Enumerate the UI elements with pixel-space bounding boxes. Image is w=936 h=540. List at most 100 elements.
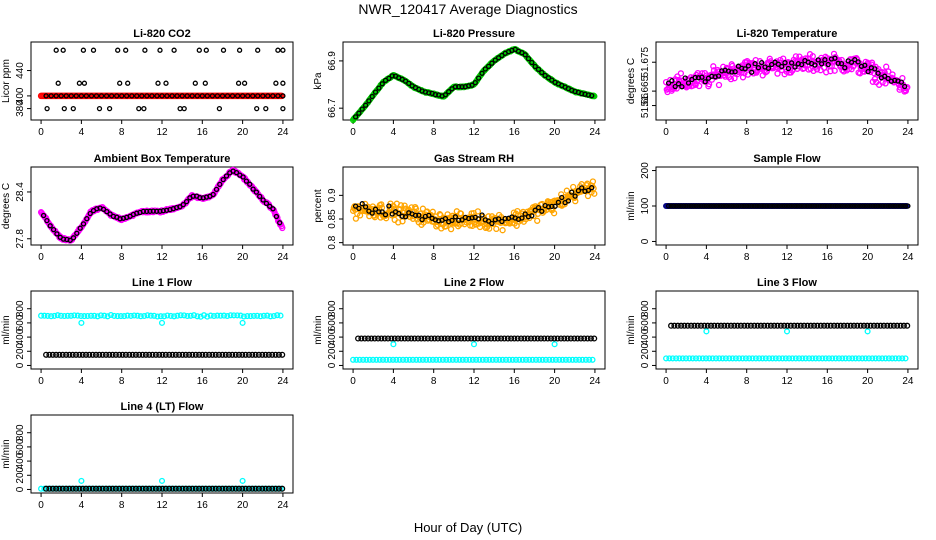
sflow-point: [814, 203, 820, 209]
line1-series0-point: [217, 312, 224, 319]
sflow-point: [776, 203, 783, 209]
co2-point: [125, 80, 131, 86]
co2-point: [194, 93, 200, 99]
sflow-point: [844, 203, 851, 209]
line4-series0-point: [78, 477, 85, 484]
sflow-point: [885, 203, 891, 209]
line1-series0-point: [67, 312, 75, 319]
line2-series0-point: [376, 356, 383, 363]
line3-series0-point: [879, 355, 886, 362]
line1-series1-point: [232, 351, 239, 358]
line1-ylabel: ml/min: [1, 315, 12, 344]
line4-ytick-label: 400: [15, 452, 26, 469]
line1-series0-point: [84, 312, 91, 320]
press-xtick-label: 24: [589, 127, 601, 138]
ambtemp-point: [223, 173, 230, 179]
line3-series1-point: [771, 322, 778, 329]
temp-xtick-label: 20: [862, 127, 874, 138]
line3-series0-point: [663, 355, 670, 362]
line3-series1-point: [860, 322, 868, 329]
line3-series0-point: [789, 355, 796, 362]
ambtemp-point: [273, 213, 280, 220]
temp-point: [702, 79, 708, 85]
rh-xtick-label: 20: [549, 252, 561, 263]
co2-point: [177, 105, 183, 112]
line2-series0-point: [360, 356, 367, 363]
temp-point: [798, 61, 805, 68]
sflow-point: [829, 203, 835, 209]
line4-xtick-label: 0: [38, 500, 44, 511]
line1-series1-point: [122, 351, 129, 358]
co2-point: [63, 93, 69, 99]
sflow-point: [759, 203, 765, 209]
sflow-point: [895, 203, 901, 209]
co2-point: [144, 93, 150, 99]
sflow-point: [665, 203, 672, 209]
line2-series1-point: [428, 335, 435, 342]
line3-series1-point: [847, 322, 854, 329]
rh-point: [382, 212, 389, 218]
temp-point: [862, 62, 868, 68]
line1-series0-point: [167, 312, 174, 319]
line1-series0-point: [227, 312, 234, 319]
ambtemp-points: [37, 166, 286, 244]
line3-xtick-label: 0: [663, 376, 669, 387]
rh-fill-point: [493, 225, 500, 233]
co2-point: [203, 47, 209, 53]
rh-xtick-label: 4: [391, 252, 397, 263]
sflow-point: [703, 203, 710, 209]
line3-series1-point: [811, 322, 818, 329]
ambtemp-point: [233, 169, 240, 176]
line3-series1-point: [707, 322, 715, 329]
line1-series1-point: [112, 351, 119, 358]
rh-point: [552, 203, 558, 209]
rh-point: [585, 187, 592, 194]
temp-point: [898, 79, 905, 85]
line3-series1-point: [801, 322, 808, 329]
line2-series1-point: [537, 335, 545, 342]
line2-series1-point: [361, 335, 368, 342]
line1-series0-point: [187, 312, 194, 319]
line3-series0-point: [819, 355, 826, 362]
sflow-point: [789, 203, 795, 209]
sflow-point: [728, 203, 735, 209]
line1-series0-point: [190, 312, 198, 319]
rh-fill-point: [397, 202, 405, 209]
co2-point: [76, 80, 83, 86]
sflow-point: [867, 203, 873, 209]
rh-xtick-label: 0: [350, 252, 356, 263]
co2-point: [123, 47, 129, 53]
rh-point: [545, 204, 552, 210]
co2-point: [43, 93, 49, 99]
line1-series0-point: [78, 319, 85, 326]
rh-fill-point: [571, 194, 578, 202]
press-point: [482, 66, 488, 72]
line2-series0-point: [572, 356, 579, 363]
line1-series0-point: [54, 312, 61, 319]
line1-series0-point: [177, 312, 184, 319]
press-fill-point: [591, 93, 598, 100]
sflow-point: [673, 203, 679, 209]
line3-series1-point: [764, 322, 771, 329]
line1-series1-point: [49, 351, 56, 358]
rh-point: [379, 209, 385, 215]
line2-series0-point: [399, 356, 407, 363]
temp-point: [682, 75, 688, 81]
line1-series1-point: [79, 351, 86, 358]
line1-series1-point: [86, 351, 93, 358]
line3-xtick-label: 24: [902, 376, 914, 387]
line3-series0-point: [864, 328, 871, 335]
temp-points: [662, 50, 911, 96]
line1-series0-point: [147, 312, 154, 319]
press-point: [369, 93, 375, 100]
ambtemp-point: [183, 198, 190, 205]
line4-series1-point: [86, 485, 93, 492]
line2-series1-point: [468, 335, 475, 342]
line1-series0-point: [81, 313, 88, 320]
line2-series1-point: [488, 335, 495, 342]
line3-series0-point: [756, 355, 763, 362]
line4-ytick-label: 600: [15, 438, 26, 455]
line2-series1-point: [424, 335, 431, 342]
line2-series0-point: [383, 356, 390, 363]
line1-series1-point: [255, 351, 262, 358]
